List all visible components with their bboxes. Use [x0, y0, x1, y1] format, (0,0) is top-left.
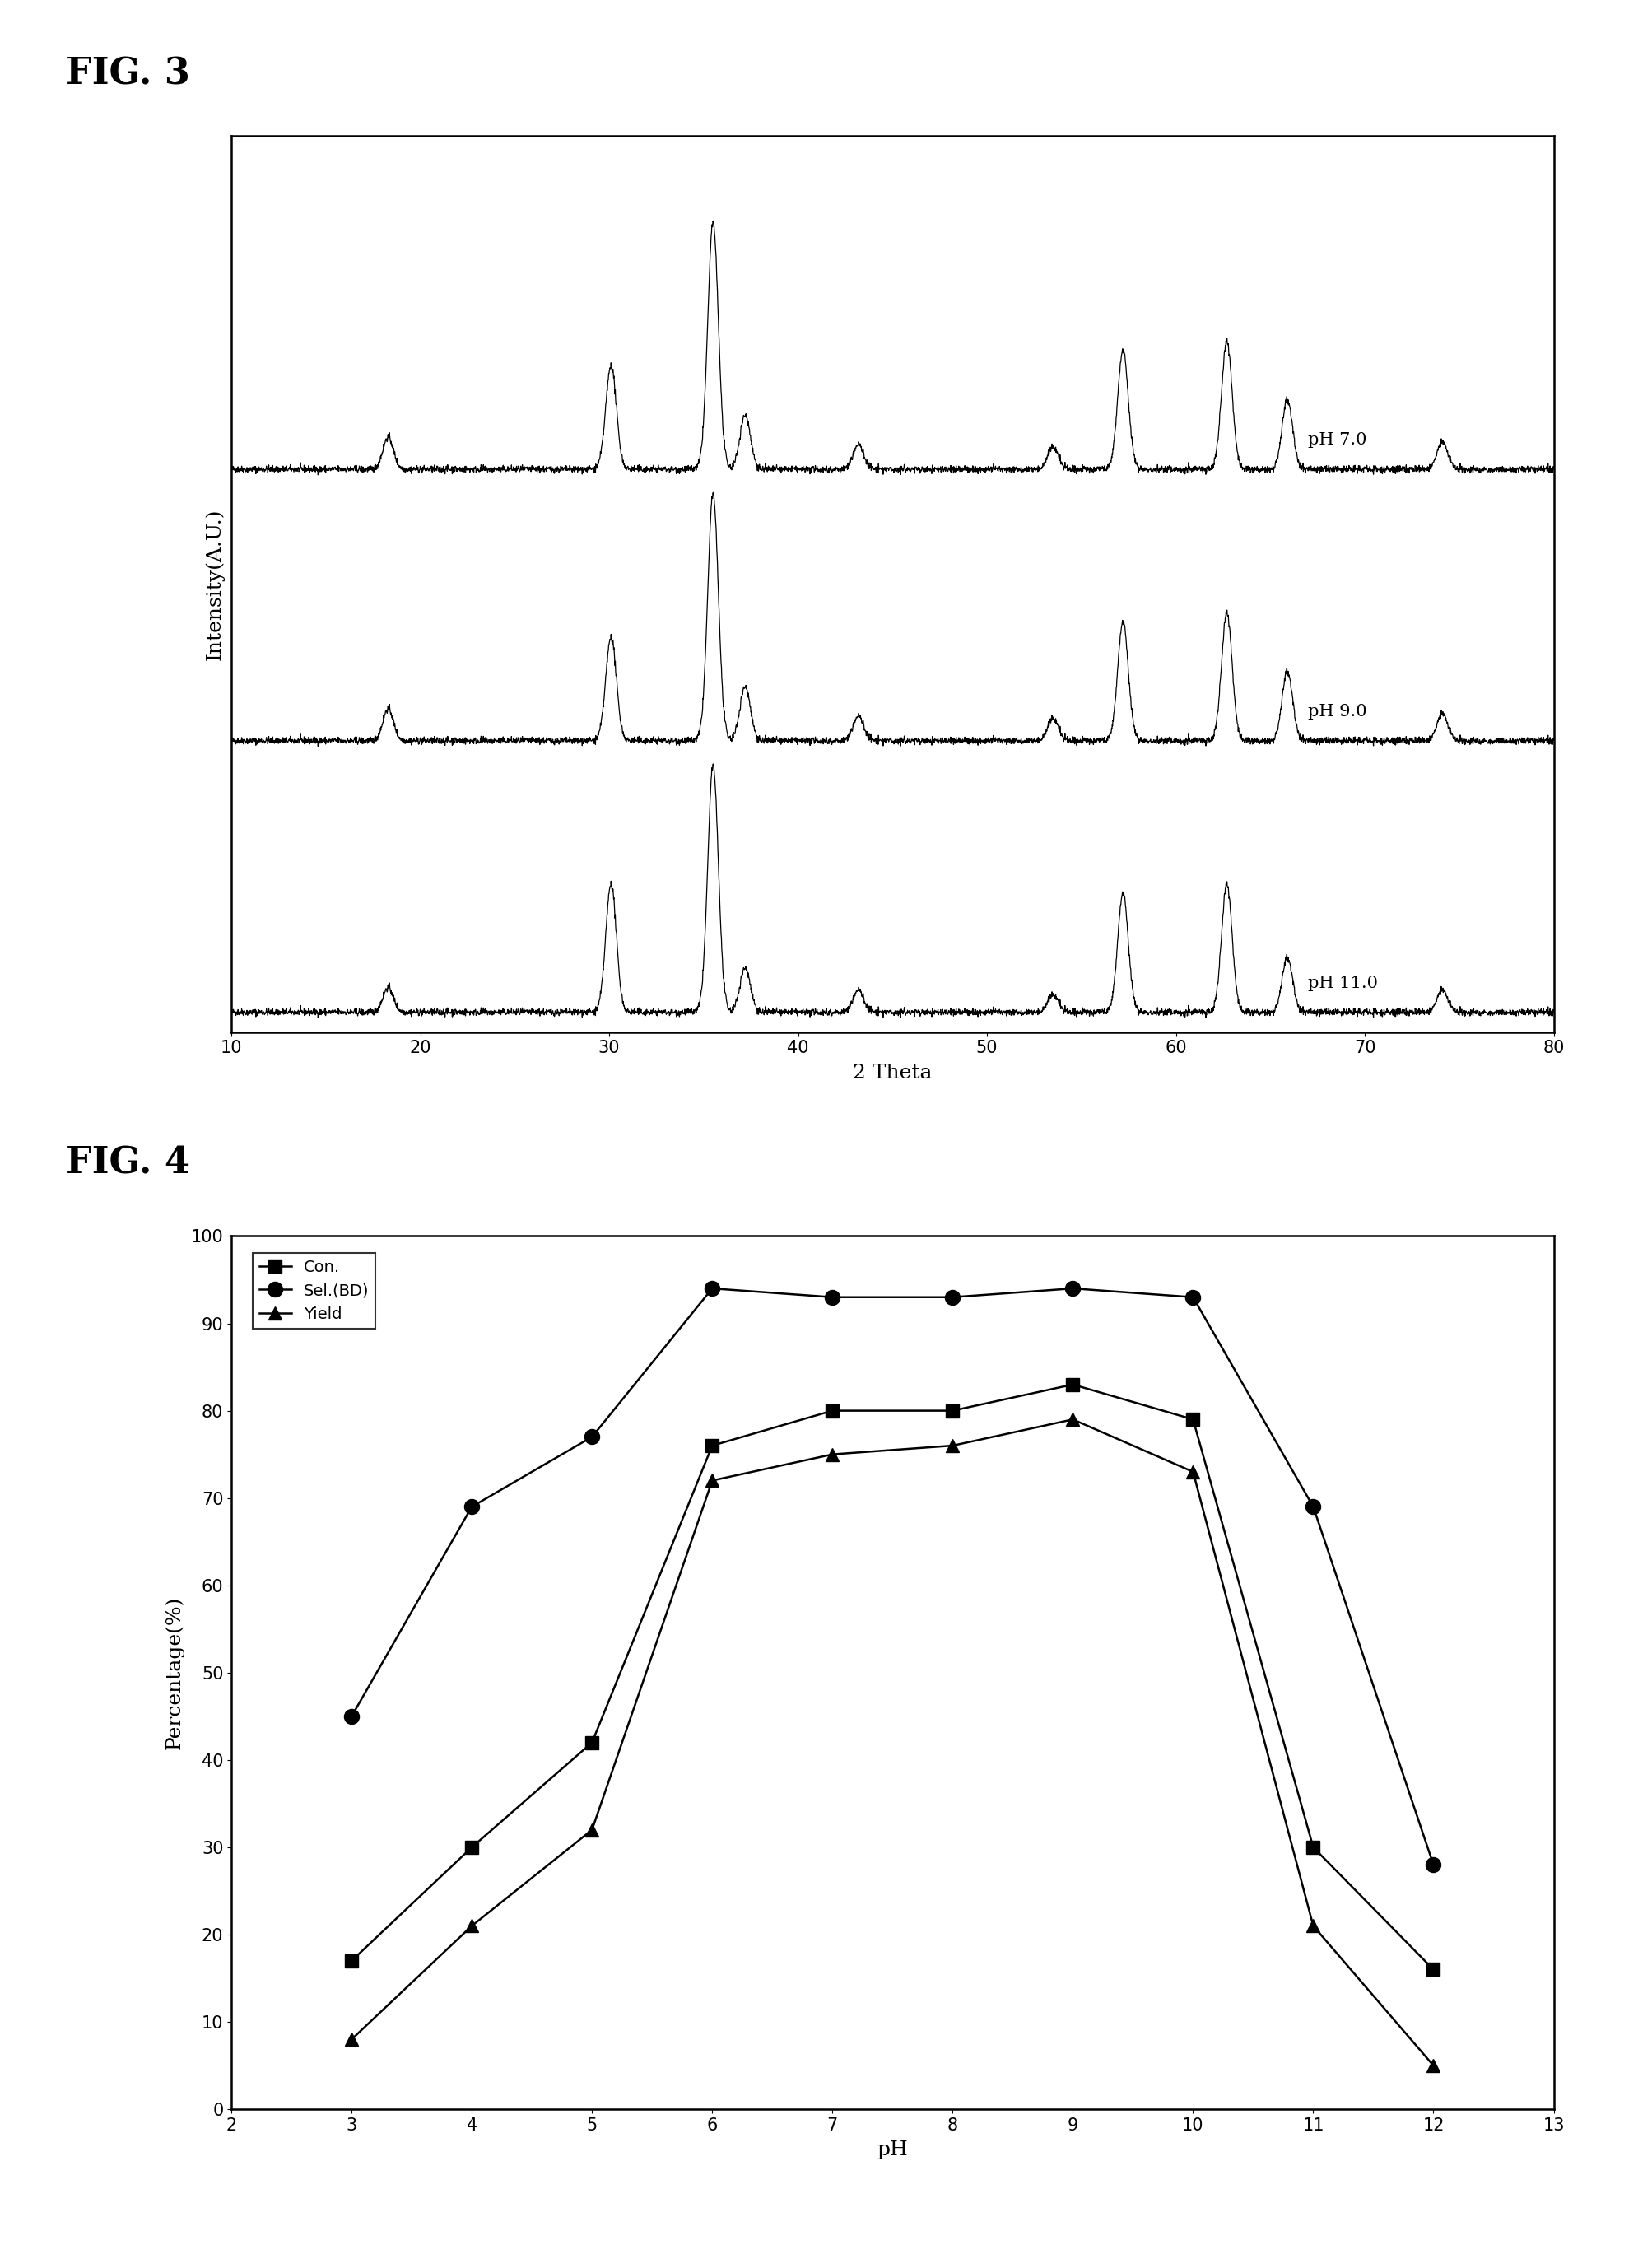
Con. — [823, 1397, 843, 1424]
Text: pH 9.0: pH 9.0 — [1307, 703, 1366, 719]
Sel.(BD) — [342, 1703, 362, 1730]
Sel.(BD) — [582, 1424, 601, 1452]
Sel.(BD) — [1062, 1275, 1082, 1302]
Con. — [1422, 1955, 1442, 1982]
X-axis label: pH: pH — [877, 2141, 907, 2159]
Con. — [1183, 1406, 1203, 1433]
Yield — [461, 1912, 481, 1939]
Yield — [342, 2025, 362, 2053]
Sel.(BD) — [1303, 1492, 1323, 1520]
Yield — [1303, 1912, 1323, 1939]
Text: FIG. 3: FIG. 3 — [66, 57, 190, 93]
Sel.(BD) — [942, 1284, 961, 1311]
Sel.(BD) — [461, 1492, 481, 1520]
Line: Yield: Yield — [345, 1413, 1439, 2073]
Con. — [1303, 1833, 1323, 1860]
Text: pH 11.0: pH 11.0 — [1307, 975, 1378, 991]
Yield — [823, 1440, 843, 1467]
Con. — [1062, 1370, 1082, 1397]
Con. — [342, 1948, 362, 1975]
Con. — [702, 1431, 722, 1458]
Con. — [942, 1397, 961, 1424]
Y-axis label: Percentage(%): Percentage(%) — [164, 1597, 183, 1749]
Line: Con.: Con. — [345, 1379, 1439, 1975]
Line: Sel.(BD): Sel.(BD) — [344, 1281, 1441, 1871]
Con. — [582, 1728, 601, 1755]
Text: pH 7.0: pH 7.0 — [1307, 433, 1366, 447]
Yield — [582, 1817, 601, 1844]
Legend: Con., Sel.(BD), Yield: Con., Sel.(BD), Yield — [253, 1252, 375, 1329]
X-axis label: 2 Theta: 2 Theta — [852, 1064, 932, 1082]
Y-axis label: Intensity(A.U.): Intensity(A.U.) — [205, 508, 225, 660]
Yield — [1422, 2053, 1442, 2080]
Sel.(BD) — [702, 1275, 722, 1302]
Yield — [702, 1467, 722, 1495]
Yield — [1183, 1458, 1203, 1486]
Con. — [461, 1833, 481, 1860]
Yield — [1062, 1406, 1082, 1433]
Text: FIG. 4: FIG. 4 — [66, 1145, 190, 1182]
Yield — [942, 1431, 961, 1458]
Sel.(BD) — [1422, 1851, 1442, 1878]
Sel.(BD) — [823, 1284, 843, 1311]
Sel.(BD) — [1183, 1284, 1203, 1311]
